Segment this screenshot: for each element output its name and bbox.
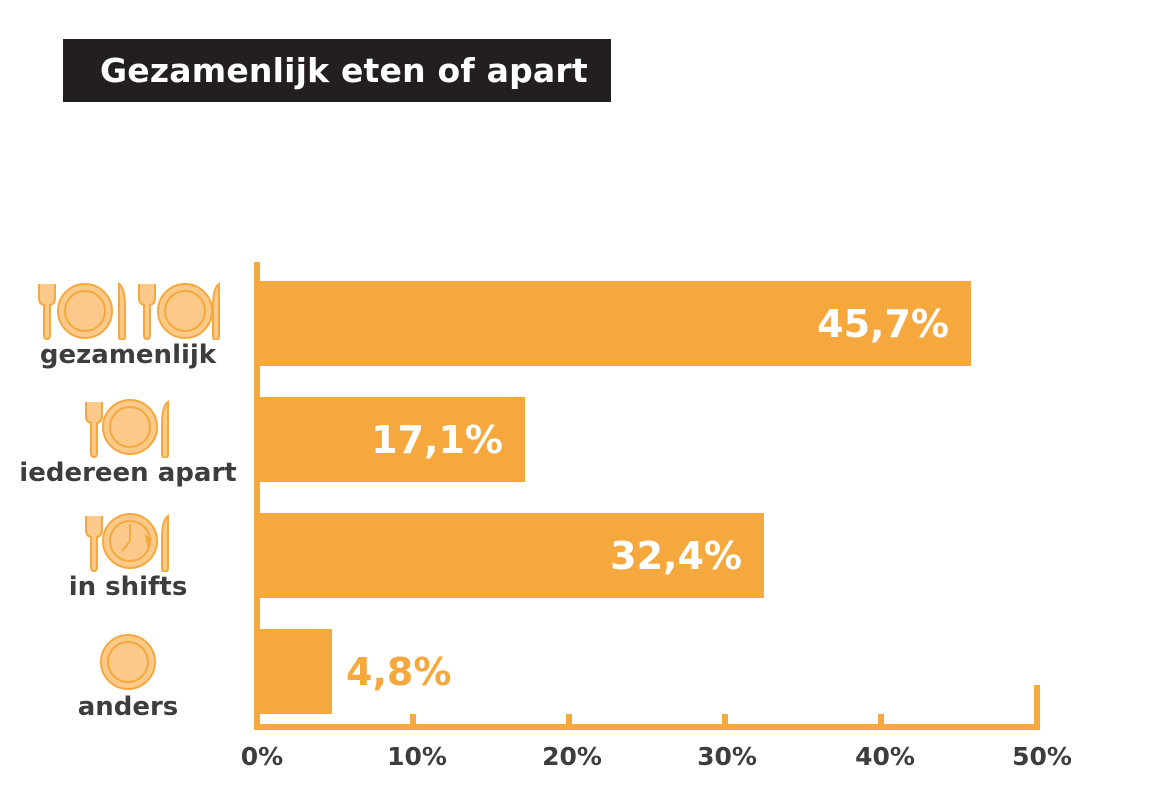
- category-label: in shifts: [68, 572, 188, 602]
- category-iedereen-apart: iedereen apart: [8, 398, 248, 488]
- chart-title: Gezamenlijk eten of apart: [100, 51, 588, 90]
- x-tick-30: [722, 714, 728, 726]
- category-gezamenlijk: gezamenlijk: [8, 280, 248, 370]
- title-box: Gezamenlijk eten of apart: [63, 39, 611, 102]
- bar-iedereen-apart: 17,1%: [260, 397, 525, 482]
- bar-value-label: 4,8%: [346, 649, 452, 694]
- x-tick-label: 40%: [855, 742, 915, 771]
- two-place-settings-icon: [8, 280, 248, 340]
- bar-anders: 4,8%: [260, 629, 451, 714]
- x-tick-40: [878, 714, 884, 726]
- category-label: iedereen apart: [19, 458, 237, 488]
- category-label: anders: [77, 692, 179, 722]
- bar-value-label: 17,1%: [371, 417, 503, 462]
- x-tick-label: 10%: [387, 742, 447, 771]
- x-tick-20: [566, 714, 572, 726]
- place-setting-clock-icon: [8, 512, 248, 572]
- x-axis-end-marker: [1034, 685, 1040, 730]
- category-label: gezamenlijk: [39, 340, 217, 370]
- bar-gezamenlijk: 45,7%: [260, 281, 971, 366]
- x-tick-label: 0%: [240, 742, 284, 771]
- x-tick-10: [410, 714, 416, 726]
- x-tick-label: 30%: [697, 742, 757, 771]
- plate-icon: [8, 632, 248, 692]
- category-anders: anders: [8, 632, 248, 722]
- place-setting-icon: [8, 398, 248, 458]
- bar-value-label: 45,7%: [817, 301, 949, 346]
- x-tick-label: 50%: [1012, 742, 1072, 771]
- x-tick-label: 20%: [542, 742, 602, 771]
- category-in-shifts: in shifts: [8, 512, 248, 602]
- bar-in-shifts: 32,4%: [260, 513, 764, 598]
- y-axis-line: [254, 262, 260, 730]
- bar-value-label: 32,4%: [610, 533, 742, 578]
- x-axis-line: [254, 724, 1040, 730]
